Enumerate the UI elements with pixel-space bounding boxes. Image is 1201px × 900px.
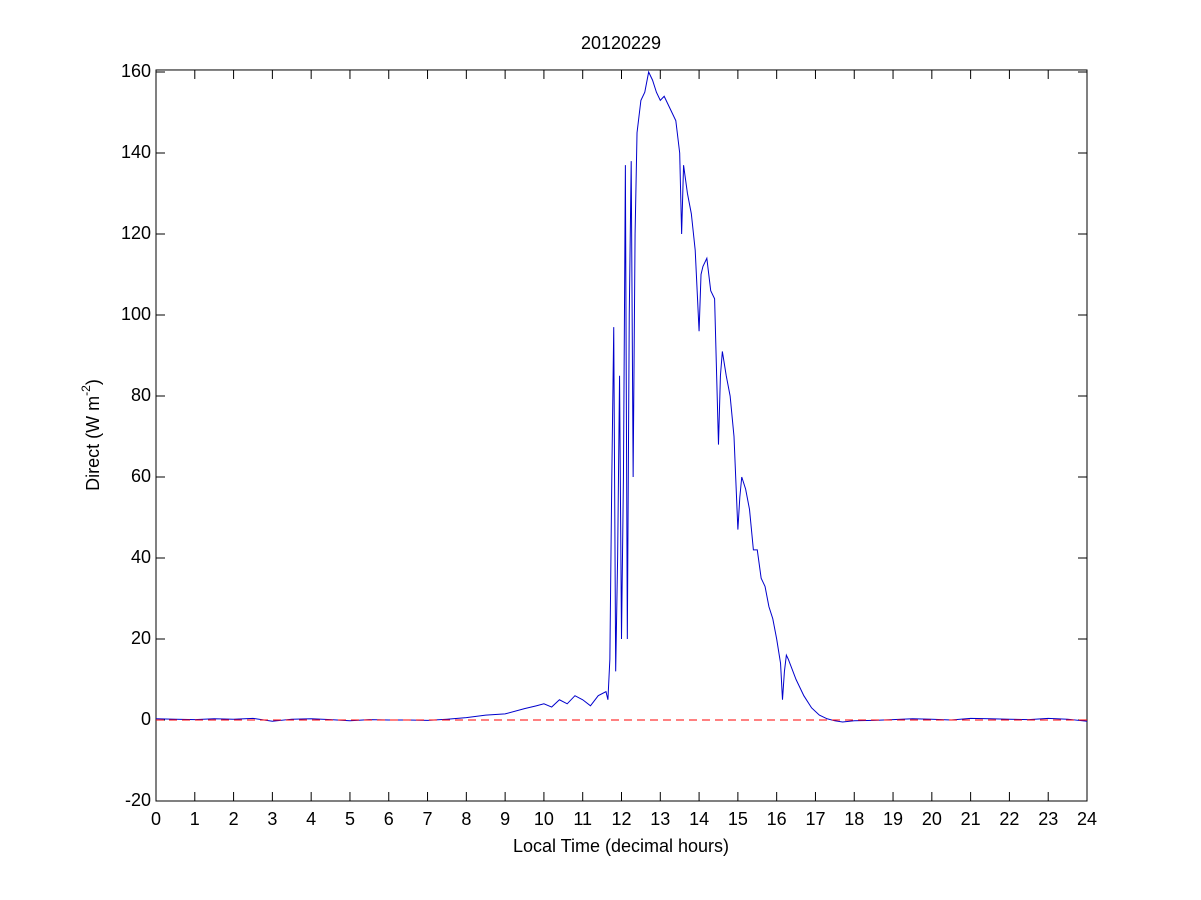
- x-tick-label: 4: [306, 809, 316, 829]
- x-tick-label: 13: [650, 809, 670, 829]
- x-tick-label: 14: [689, 809, 709, 829]
- x-tick-label: 5: [345, 809, 355, 829]
- y-tick-label: 60: [131, 466, 151, 486]
- y-tick-label: 0: [141, 709, 151, 729]
- data-line: [155, 70, 1088, 723]
- x-tick-label: 12: [611, 809, 631, 829]
- x-tick-label: 8: [461, 809, 471, 829]
- plot-area: [155, 69, 1088, 802]
- x-tick-label: 22: [999, 809, 1019, 829]
- y-label-suffix: ): [83, 379, 103, 385]
- x-tick-label: 20: [922, 809, 942, 829]
- y-tick-label: 40: [131, 547, 151, 567]
- x-tick-label: 23: [1038, 809, 1058, 829]
- x-tick-label: 3: [267, 809, 277, 829]
- x-tick-label: 9: [500, 809, 510, 829]
- y-tick-label: 100: [121, 304, 151, 324]
- x-tick-label: 11: [573, 809, 592, 829]
- x-tick-label: 18: [844, 809, 864, 829]
- x-tick-label: 6: [384, 809, 394, 829]
- x-tick-label: 7: [423, 809, 433, 829]
- x-tick-label: 15: [728, 809, 748, 829]
- y-tick-label: 20: [131, 628, 151, 648]
- y-tick-label: 120: [121, 223, 151, 243]
- y-tick-label: 80: [131, 385, 151, 405]
- y-axis-label: Direct (W m-2): [79, 379, 103, 491]
- x-axis-label: Local Time (decimal hours): [513, 836, 729, 856]
- y-tick-label: 160: [121, 61, 151, 81]
- x-tick-label: 16: [767, 809, 787, 829]
- x-tick-label: 21: [961, 809, 981, 829]
- x-tick-label: 10: [534, 809, 554, 829]
- y-label-text: Direct (W m: [83, 396, 103, 491]
- y-tick-label: 140: [121, 142, 151, 162]
- x-tick-label: 1: [190, 809, 200, 829]
- x-tick-label: 17: [805, 809, 825, 829]
- x-tick-label: 0: [151, 809, 161, 829]
- y-label-superscript: -2: [79, 385, 93, 396]
- x-tick-label: 2: [229, 809, 239, 829]
- y-tick-label: -20: [125, 790, 151, 810]
- chart-title: 20120229: [581, 33, 661, 53]
- x-tick-label: 24: [1077, 809, 1097, 829]
- x-tick-label: 19: [883, 809, 903, 829]
